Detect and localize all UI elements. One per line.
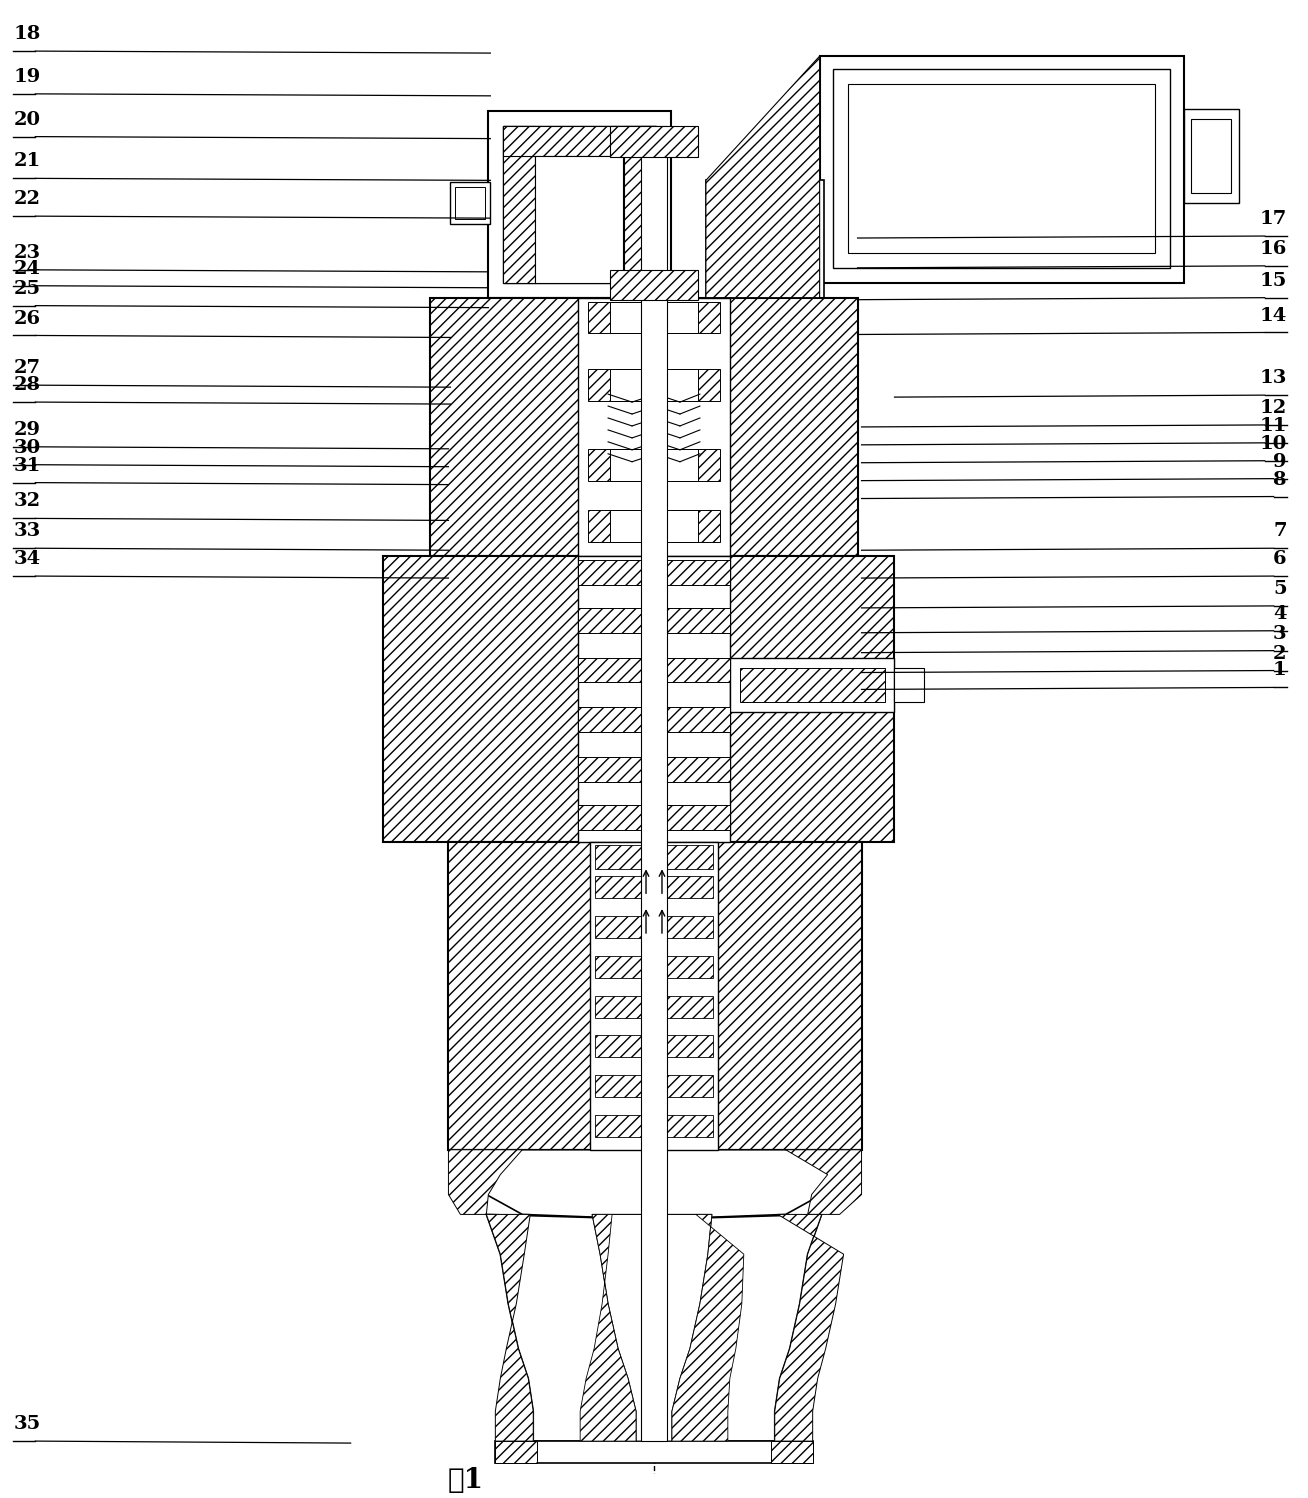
Bar	[455, 187, 485, 219]
Text: 2: 2	[1273, 644, 1287, 662]
Polygon shape	[672, 1215, 744, 1441]
Bar	[848, 84, 1155, 253]
Polygon shape	[593, 1215, 712, 1441]
Polygon shape	[706, 55, 820, 298]
Bar	[1190, 118, 1231, 193]
Text: 1: 1	[1273, 662, 1287, 680]
Text: 24: 24	[13, 259, 41, 277]
Bar	[610, 301, 698, 334]
Polygon shape	[774, 1215, 844, 1441]
Bar	[641, 126, 667, 1441]
Text: 25: 25	[13, 280, 41, 298]
Bar	[589, 370, 719, 401]
Polygon shape	[487, 1215, 821, 1441]
Text: 13: 13	[1260, 369, 1287, 386]
Text: 15: 15	[1260, 271, 1287, 289]
Text: 4: 4	[1273, 605, 1287, 623]
Text: 33: 33	[13, 523, 41, 541]
Bar	[595, 1035, 713, 1058]
Bar	[595, 845, 713, 869]
Bar	[595, 917, 713, 938]
Polygon shape	[449, 1150, 862, 1219]
Text: 8: 8	[1273, 470, 1287, 488]
Text: 34: 34	[13, 550, 41, 568]
Bar	[610, 511, 698, 542]
Bar	[770, 1441, 812, 1464]
Bar	[496, 1441, 812, 1464]
Bar	[610, 370, 698, 401]
Polygon shape	[487, 1215, 534, 1441]
Bar	[610, 126, 698, 157]
Bar	[715, 190, 814, 288]
Text: 31: 31	[13, 457, 41, 475]
Text: 29: 29	[13, 421, 41, 439]
Bar	[595, 876, 713, 899]
Bar	[535, 156, 623, 283]
Bar	[578, 608, 730, 632]
Bar	[624, 126, 657, 283]
Text: 35: 35	[13, 1416, 41, 1434]
Bar	[578, 560, 730, 586]
Bar	[595, 1076, 713, 1097]
Text: 5: 5	[1273, 580, 1287, 598]
Text: 9: 9	[1273, 452, 1287, 470]
Bar	[589, 449, 719, 481]
Bar	[833, 69, 1169, 268]
Bar	[578, 707, 730, 733]
Text: 26: 26	[13, 310, 41, 328]
Text: 17: 17	[1260, 210, 1287, 228]
Bar	[578, 804, 730, 830]
Text: 16: 16	[1260, 240, 1287, 258]
Bar	[496, 1441, 538, 1464]
Text: 7: 7	[1273, 523, 1287, 541]
Bar	[610, 270, 698, 300]
Bar	[1184, 109, 1239, 204]
Bar	[895, 668, 925, 703]
Text: 10: 10	[1260, 434, 1287, 452]
Text: 27: 27	[13, 360, 41, 377]
Text: 11: 11	[1260, 416, 1287, 434]
Bar	[706, 180, 824, 298]
Bar	[578, 756, 730, 782]
Text: 12: 12	[1260, 398, 1287, 416]
Bar	[589, 511, 719, 542]
Text: 14: 14	[1260, 307, 1287, 325]
Text: 20: 20	[13, 111, 41, 129]
Bar	[430, 298, 858, 556]
Bar	[589, 301, 719, 334]
Bar	[504, 126, 535, 283]
Text: 23: 23	[13, 244, 41, 262]
Bar	[595, 1115, 713, 1137]
Bar	[740, 668, 884, 703]
Bar	[449, 842, 862, 1150]
Bar	[578, 298, 730, 556]
Bar	[382, 556, 895, 842]
Text: 28: 28	[13, 376, 41, 394]
Bar	[610, 449, 698, 481]
Bar	[595, 996, 713, 1017]
Bar	[595, 956, 713, 978]
Text: 30: 30	[13, 439, 41, 457]
Text: 3: 3	[1273, 625, 1287, 643]
Polygon shape	[786, 1150, 862, 1215]
Bar	[488, 111, 671, 298]
Bar	[820, 55, 1184, 283]
Polygon shape	[449, 1150, 522, 1215]
Bar	[590, 842, 718, 1150]
Text: 21: 21	[13, 153, 41, 171]
Text: 32: 32	[13, 493, 41, 511]
Text: 图1: 图1	[447, 1468, 484, 1495]
Bar	[504, 126, 657, 283]
Bar	[578, 556, 730, 842]
Text: 6: 6	[1273, 550, 1287, 568]
Polygon shape	[581, 1215, 636, 1441]
Text: 22: 22	[13, 190, 41, 208]
Bar	[578, 658, 730, 683]
Bar	[450, 183, 490, 225]
Bar	[730, 658, 895, 712]
Text: 19: 19	[13, 67, 41, 85]
Text: 18: 18	[13, 25, 41, 43]
Bar	[504, 126, 657, 156]
